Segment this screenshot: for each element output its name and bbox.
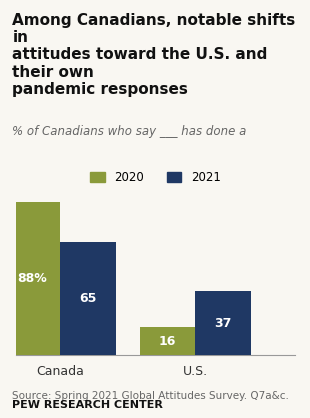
Text: Among Canadians, notable shifts in
attitudes toward the U.S. and their own
pande: Among Canadians, notable shifts in attit…	[12, 13, 296, 97]
Text: 37: 37	[215, 316, 232, 329]
Bar	[4, 202, 60, 355]
Text: % of Canadians who say ___ has done a: % of Canadians who say ___ has done a	[12, 125, 250, 138]
Text: % of Canadians who say ___ has done a ​​​​​​​​good job: % of Canadians who say ___ has done a ​​…	[12, 125, 302, 138]
Bar	[195, 291, 251, 355]
Legend: 2020, 2021: 2020, 2021	[86, 166, 225, 189]
Bar	[60, 242, 116, 355]
Text: 88%: 88%	[17, 272, 47, 285]
Bar	[140, 327, 195, 355]
Text: 16: 16	[159, 335, 176, 348]
Text: PEW RESEARCH CENTER: PEW RESEARCH CENTER	[12, 400, 163, 410]
Text: Source: Spring 2021 Global Attitudes Survey. Q7a&c.: Source: Spring 2021 Global Attitudes Sur…	[12, 391, 289, 401]
Text: 65: 65	[79, 292, 96, 305]
